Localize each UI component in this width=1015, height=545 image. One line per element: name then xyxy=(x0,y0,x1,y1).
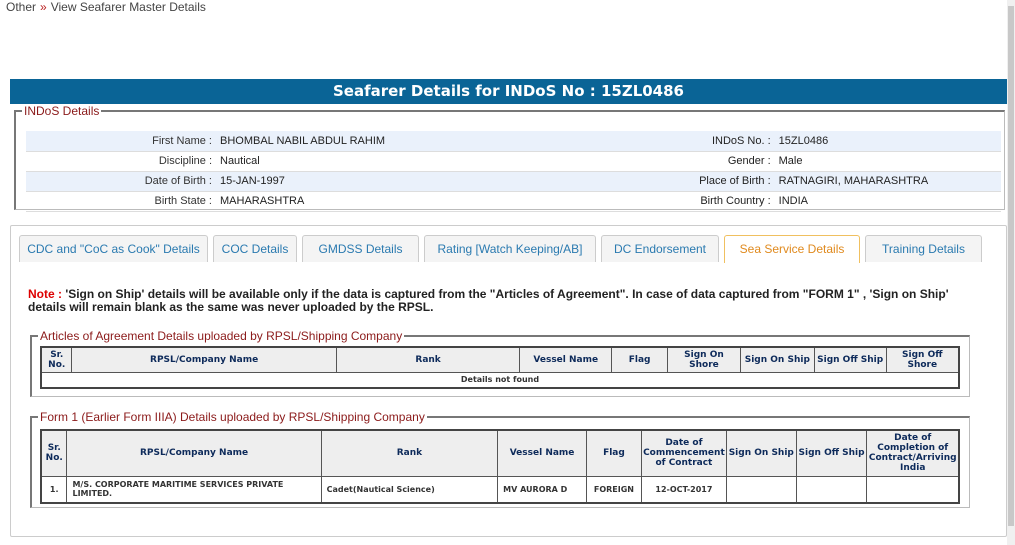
column-header: Sign Off Ship xyxy=(795,429,868,477)
tab-sea-service-details[interactable]: Sea Service Details xyxy=(724,235,860,263)
indos-value: BHOMBAL NABIL ABDUL RAHIM xyxy=(216,131,465,152)
column-header: Sign On Shore xyxy=(667,346,741,373)
indos-value: INDIA xyxy=(774,191,1001,212)
table-cell: MV AURORA D xyxy=(497,475,587,504)
column-header: Flag xyxy=(585,429,642,477)
table-cell: 1. xyxy=(40,475,68,504)
note-text: 'Sign on Ship' details will be available… xyxy=(28,287,949,314)
column-header: Sign Off Ship xyxy=(813,346,887,373)
indos-label: Date of Birth : xyxy=(26,171,216,192)
indos-value: Nautical xyxy=(216,151,465,172)
page-title: Seafarer Details for INDoS No : 15ZL0486 xyxy=(10,79,1007,104)
column-header: Date of Completion of Contract/Arriving … xyxy=(866,429,960,477)
indos-details-section: INDoS Details First Name : BHOMBAL NABIL … xyxy=(14,104,1005,212)
indos-table: First Name : BHOMBAL NABIL ABDUL RAHIM IND… xyxy=(26,131,1001,212)
indos-value: 15-JAN-1997 xyxy=(216,171,465,192)
table-row: 1. M/S. CORPORATE MARITIME SERVICES PRIVA… xyxy=(40,475,960,504)
column-header: Sr. No. xyxy=(40,429,68,477)
table-cell xyxy=(725,475,797,504)
indos-label: Gender : xyxy=(464,151,775,172)
indos-label: INDoS No. : xyxy=(464,131,775,152)
form1-legend: Form 1 (Earlier Form IIIA) Details uploa… xyxy=(40,410,425,424)
column-header: Vessel Name xyxy=(519,346,613,373)
indos-value: Male xyxy=(774,151,1001,172)
column-header: Sign On Ship xyxy=(725,429,797,477)
column-header: Date of Commencement of Contract xyxy=(640,429,727,477)
column-header: Rank xyxy=(320,429,499,477)
column-header: RPSL/Company Name xyxy=(71,346,337,373)
indos-row: Date of Birth :15-JAN-1997 Place of Birth… xyxy=(26,171,1001,192)
indos-row: Discipline : Nautical Gender : Male xyxy=(26,151,1001,172)
indos-value: MAHARASHTRA xyxy=(216,191,465,212)
details-not-found: Details not found xyxy=(40,371,960,389)
indos-label: Birth State : xyxy=(26,191,216,212)
column-header: Sign Off Shore xyxy=(885,346,960,373)
breadcrumb-separator: » xyxy=(40,0,47,14)
indos-label: Birth Country : xyxy=(464,191,775,212)
indos-label: First Name : xyxy=(26,131,216,152)
table-cell: Cadet(Nautical Science) xyxy=(320,475,499,504)
form1-section: Form 1 (Earlier Form IIIA) Details uploa… xyxy=(30,410,970,508)
articles-of-agreement-section: Articles of Agreement Details uploaded b… xyxy=(30,329,970,397)
column-header: RPSL/Company Name xyxy=(66,429,322,477)
indos-row: Birth State : MAHARASHTRA Birth Country :I… xyxy=(26,191,1001,212)
aoa-table: Sr. No. RPSL/Company Name Rank Vessel Name F… xyxy=(40,346,960,389)
indos-value: 15ZL0486 xyxy=(774,131,1001,152)
column-header: Vessel Name xyxy=(497,429,587,477)
note: Note : 'Sign on Ship' details will be av… xyxy=(28,288,978,314)
tab-training-details[interactable]: Training Details xyxy=(865,235,982,262)
tab-rating-watch-keeping-ab[interactable]: Rating [Watch Keeping/AB] xyxy=(424,235,596,262)
column-header: Flag xyxy=(611,346,669,373)
indos-row: First Name : BHOMBAL NABIL ABDUL RAHIM IND… xyxy=(26,131,1001,152)
tab-cdc-and-coc-as-cook-details[interactable]: CDC and "CoC as Cook" Details xyxy=(19,235,208,262)
column-header: Sign On Ship xyxy=(739,346,815,373)
column-header: Rank xyxy=(335,346,521,373)
tab-gmdss-details[interactable]: GMDSS Details xyxy=(302,235,419,262)
vertical-scrollbar[interactable] xyxy=(1007,0,1015,545)
indos-value: RATNAGIRI, MAHARASHTRA xyxy=(774,171,1001,192)
table-cell xyxy=(795,475,868,504)
form1-table: Sr. No. RPSL/Company Name Rank Vessel Name F… xyxy=(40,429,960,504)
table-cell xyxy=(866,475,960,504)
indos-label: Discipline : xyxy=(26,151,216,172)
tab-dc-endorsement[interactable]: DC Endorsement xyxy=(601,235,719,262)
aoa-legend: Articles of Agreement Details uploaded b… xyxy=(40,329,403,343)
table-cell: FOREIGN xyxy=(585,475,642,504)
tab-coc-details[interactable]: COC Details xyxy=(213,235,297,262)
scrollbar-thumb[interactable] xyxy=(1008,6,1014,526)
note-label: Note : xyxy=(28,287,62,301)
column-header: Sr. No. xyxy=(40,346,73,373)
tab-panel xyxy=(10,225,1007,537)
table-cell: 12-OCT-2017 xyxy=(640,475,727,504)
indos-legend: INDoS Details xyxy=(24,104,100,118)
table-cell: M/S. CORPORATE MARITIME SERVICES PRIVATE… xyxy=(66,475,322,504)
breadcrumb: Other» View Seafarer Master Details xyxy=(6,0,206,14)
indos-label: Place of Birth : xyxy=(464,171,775,192)
breadcrumb-other[interactable]: Other xyxy=(6,0,37,14)
breadcrumb-current: View Seafarer Master Details xyxy=(50,0,206,14)
